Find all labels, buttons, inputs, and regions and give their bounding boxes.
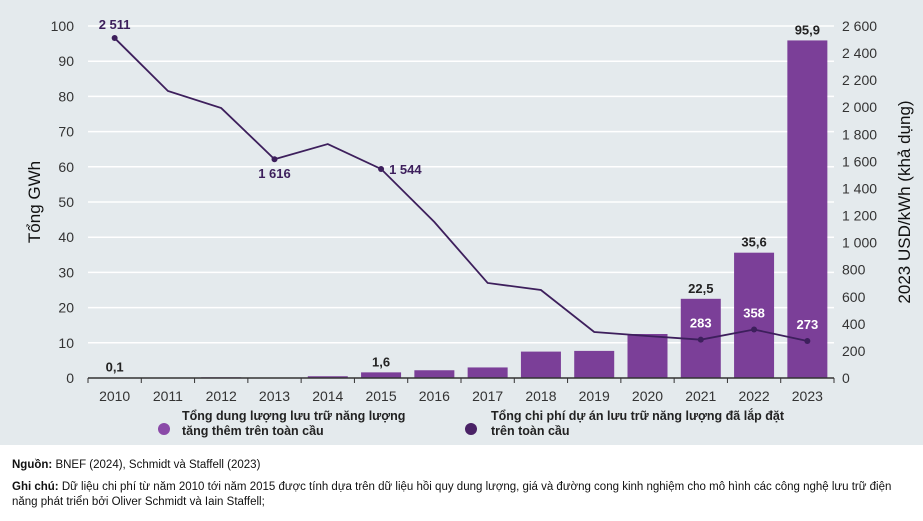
bar xyxy=(574,350,615,378)
line-data-label: 273 xyxy=(797,317,819,332)
bar xyxy=(307,376,348,378)
y-tick-label: 20 xyxy=(58,300,74,316)
x-tick-label: 2016 xyxy=(419,388,450,404)
x-tick-label: 2023 xyxy=(792,388,823,404)
x-tick-label: 2019 xyxy=(579,388,610,404)
y2-tick-label: 1 200 xyxy=(842,208,877,224)
y-tick-label: 60 xyxy=(58,159,74,175)
y-tick-label: 0 xyxy=(66,370,74,386)
x-tick-label: 2013 xyxy=(259,388,290,404)
source-text: BNEF (2024), Schmidt và Staffell (2023) xyxy=(55,459,261,471)
y2-tick-label: 2 200 xyxy=(842,72,877,88)
line-data-label: 283 xyxy=(690,316,712,331)
y-tick-label: 90 xyxy=(58,53,74,69)
line-data-label: 1 616 xyxy=(258,166,291,181)
y2-tick-label: 200 xyxy=(842,343,866,359)
bar xyxy=(467,367,508,378)
y2-tick-label: 2 000 xyxy=(842,99,877,115)
bar-data-label: 35,6 xyxy=(741,235,766,250)
y2-axis-title: 2023 USD/kWh (khả dụng) xyxy=(895,100,914,303)
y-tick-label: 30 xyxy=(58,264,74,280)
y2-tick-label: 800 xyxy=(842,262,866,278)
line-data-label: 358 xyxy=(743,306,765,321)
y2-tick-label: 2 600 xyxy=(842,18,877,34)
legend-line-marker xyxy=(465,423,477,435)
note-text: Dữ liệu chi phí từ năm 2010 tới năm 2015… xyxy=(12,481,892,508)
x-tick-label: 2022 xyxy=(738,388,769,404)
x-tick-label: 2011 xyxy=(153,388,183,404)
line-point xyxy=(697,336,704,343)
line-data-label: 1 544 xyxy=(389,162,422,177)
y-tick-label: 80 xyxy=(58,88,74,104)
y-axis-title: Tổng GWh xyxy=(25,161,44,243)
line-point xyxy=(378,165,385,172)
note-label: Ghi chú: xyxy=(12,481,59,493)
bar-data-label: 0,1 xyxy=(106,360,124,375)
bar xyxy=(787,40,828,378)
bar xyxy=(520,351,561,378)
y2-tick-label: 600 xyxy=(842,289,866,305)
source-note: Nguồn: BNEF (2024), Schmidt và Staffell … xyxy=(12,458,260,473)
line-point xyxy=(804,338,811,345)
bar xyxy=(734,252,775,378)
bar-data-label: 1,6 xyxy=(372,354,390,369)
y2-tick-label: 1 800 xyxy=(842,126,877,142)
x-tick-label: 2010 xyxy=(99,388,130,404)
bar xyxy=(361,372,402,378)
y2-tick-label: 1 400 xyxy=(842,180,877,196)
bar xyxy=(414,370,455,378)
y2-tick-label: 0 xyxy=(842,370,850,386)
legend-bar-label: Tổng dung lượng lưu trữ năng lượng tăng … xyxy=(182,409,406,438)
y2-tick-label: 1 600 xyxy=(842,153,877,169)
x-tick-label: 2021 xyxy=(685,388,716,404)
bar-data-label: 95,9 xyxy=(795,22,820,37)
y2-tick-label: 400 xyxy=(842,316,866,332)
bar xyxy=(627,334,668,378)
y2-tick-label: 2 400 xyxy=(842,45,877,61)
y2-tick-label: 1 000 xyxy=(842,235,877,251)
line-data-label: 2 511 xyxy=(99,17,131,32)
x-tick-label: 2014 xyxy=(312,388,343,404)
footnote: Ghi chú: Dữ liệu chi phí từ năm 2010 tới… xyxy=(12,480,912,510)
line-point xyxy=(111,35,118,42)
line-point xyxy=(751,326,758,333)
y-tick-label: 40 xyxy=(58,229,74,245)
source-label: Nguồn: xyxy=(12,459,53,471)
line-point xyxy=(271,156,278,163)
bar-data-label: 22,5 xyxy=(688,281,713,296)
y-tick-label: 70 xyxy=(58,124,74,140)
x-tick-label: 2018 xyxy=(525,388,556,404)
y-tick-label: 10 xyxy=(58,335,74,351)
y-tick-label: 100 xyxy=(51,18,75,34)
x-tick-label: 2015 xyxy=(365,388,396,404)
x-tick-label: 2012 xyxy=(206,388,237,404)
cost-line xyxy=(114,37,808,342)
legend-bar-marker xyxy=(158,423,170,435)
y-tick-label: 50 xyxy=(58,194,74,210)
legend-line-label: Tổng chi phí dự án lưu trữ năng lượng đã… xyxy=(491,409,784,438)
x-tick-label: 2020 xyxy=(632,388,663,404)
x-tick-label: 2017 xyxy=(472,388,503,404)
